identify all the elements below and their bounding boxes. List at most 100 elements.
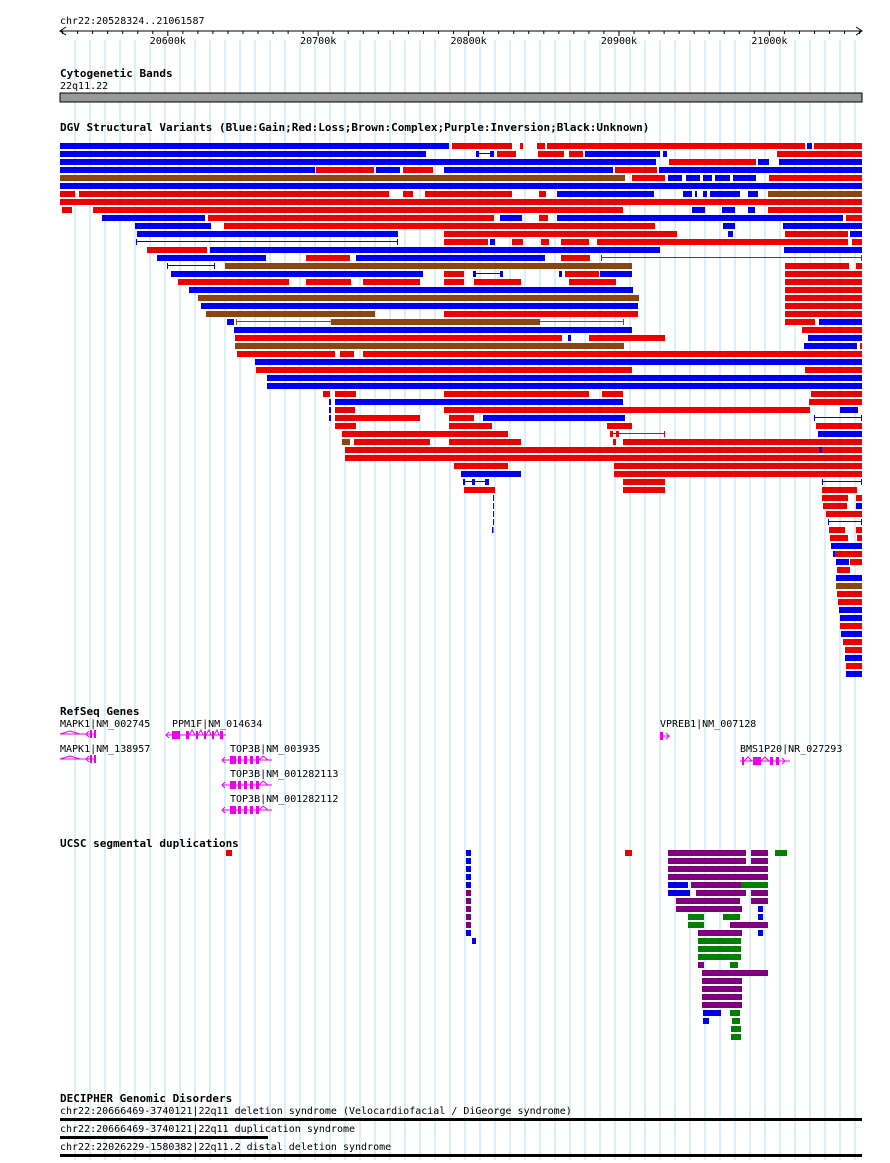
dgv-variant-bar[interactable] [692, 207, 705, 213]
dgv-variant-bar[interactable] [597, 239, 848, 245]
segdup-feature-bar[interactable] [466, 898, 471, 904]
dgv-variant-bar[interactable] [561, 239, 589, 245]
dgv-variant-bar[interactable] [60, 143, 449, 149]
dgv-variant-bar[interactable] [461, 471, 521, 477]
dgv-variant-bar[interactable] [135, 223, 211, 229]
gene-model-top3b-nm001282113[interactable] [221, 780, 272, 789]
dgv-variant-bar[interactable] [785, 311, 862, 317]
dgv-variant-bar[interactable] [826, 447, 856, 453]
dgv-variant-bar[interactable] [444, 311, 638, 317]
segdup-features[interactable] [226, 850, 787, 1040]
dgv-variant-bar[interactable] [857, 511, 862, 517]
dgv-variant-bar[interactable] [345, 447, 862, 453]
dgv-variant-tick[interactable] [861, 415, 862, 421]
dgv-variant-bar[interactable] [340, 351, 354, 357]
dgv-variant-tick[interactable] [664, 431, 665, 437]
dgv-variant-bar[interactable] [585, 151, 660, 157]
dgv-features[interactable] [60, 143, 862, 677]
dgv-variant-bar[interactable] [452, 143, 512, 149]
segdup-feature-bar[interactable] [730, 962, 738, 968]
dgv-variant-bar[interactable] [857, 535, 862, 541]
dgv-variant-bar[interactable] [331, 319, 540, 325]
segdup-feature-bar[interactable] [702, 1002, 742, 1008]
dgv-variant-bar[interactable] [557, 191, 654, 197]
dgv-variant-bar[interactable] [836, 575, 862, 581]
dgv-variant-bar[interactable] [611, 431, 613, 437]
dgv-variant-bar[interactable] [403, 167, 433, 173]
dgv-variant-bar[interactable] [225, 263, 632, 269]
gene-label-top3b-nm003935[interactable]: TOP3B|NM_003935 [230, 744, 320, 755]
dgv-variant-bar[interactable] [733, 175, 756, 181]
dgv-variant-bar[interactable] [777, 151, 862, 157]
dgv-variant-tick[interactable] [136, 239, 137, 245]
dgv-variant-bar[interactable] [335, 399, 623, 405]
dgv-variant-bar[interactable] [335, 423, 356, 429]
dgv-variant-bar[interactable] [841, 631, 862, 637]
segdup-feature-bar[interactable] [696, 890, 746, 896]
dgv-variant-bar[interactable] [363, 351, 862, 357]
decipher-track[interactable]: DECIPHER Genomic Disorders chr22:2066646… [60, 1092, 862, 1157]
dgv-variant-bar[interactable] [703, 191, 707, 197]
dgv-variant-tick[interactable] [236, 319, 237, 325]
segdup-feature-bar[interactable] [466, 930, 471, 936]
dgv-variant-bar[interactable] [668, 175, 682, 181]
dgv-variant-bar[interactable] [329, 399, 331, 405]
dgv-variant-tick[interactable] [397, 239, 398, 245]
segdup-feature-bar[interactable] [731, 1026, 741, 1032]
dgv-variant-bar[interactable] [856, 503, 862, 509]
dgv-variant-bar[interactable] [768, 191, 862, 197]
dgv-variant-bar[interactable] [819, 447, 822, 453]
dgv-variant-bar[interactable] [171, 271, 423, 277]
segdup-feature-bar[interactable] [668, 850, 746, 856]
gene-model-top3b-nm003935[interactable] [221, 755, 272, 764]
dgv-variant-bar[interactable] [856, 527, 862, 533]
segdup-feature-bar[interactable] [466, 882, 471, 888]
dgv-variant-bar[interactable] [473, 271, 476, 277]
dgv-variant-bar[interactable] [557, 215, 843, 221]
decipher-feature-bar[interactable] [60, 1136, 268, 1139]
dgv-variant-bar[interactable] [493, 511, 494, 517]
dgv-variant-bar[interactable] [342, 439, 350, 445]
dgv-variant-bar[interactable] [60, 183, 862, 189]
segdup-feature-bar[interactable] [775, 850, 787, 856]
segdup-feature-bar[interactable] [730, 922, 768, 928]
dgv-variant-bar[interactable] [616, 431, 619, 437]
dgv-variant-bar[interactable] [335, 391, 356, 397]
dgv-variant-tick[interactable] [814, 415, 815, 421]
dgv-variant-bar[interactable] [342, 431, 508, 437]
gene-model-mapk1-nm138957[interactable] [59, 755, 96, 763]
segdup-feature-bar[interactable] [472, 938, 476, 944]
dgv-variant-bar[interactable] [60, 167, 315, 173]
dgv-variant-bar[interactable] [500, 271, 503, 277]
segdup-feature-bar[interactable] [702, 994, 742, 1000]
dgv-variant-bar[interactable] [785, 271, 862, 277]
dgv-variant-bar[interactable] [836, 583, 862, 589]
dgv-variant-bar[interactable] [306, 279, 351, 285]
dgv-variant-bar[interactable] [235, 335, 562, 341]
refseq-track[interactable]: RefSeq Genes MAPK1|NM_002745 PPM1F|NM_01… [59, 705, 842, 814]
dgv-variant-bar[interactable] [329, 407, 331, 413]
dgv-variant-bar[interactable] [354, 439, 430, 445]
segdup-feature-bar[interactable] [466, 874, 471, 880]
segdup-feature-bar[interactable] [688, 914, 704, 920]
dgv-variant-bar[interactable] [356, 255, 545, 261]
decipher-item-label[interactable]: chr22:22026229-1580382|22q11.2 distal de… [60, 1142, 391, 1153]
cytoband-track[interactable]: Cytogenetic Bands 22q11.22 [59, 67, 863, 103]
dgv-variant-bar[interactable] [614, 463, 862, 469]
segdup-feature-bar[interactable] [698, 938, 741, 944]
segdup-feature-bar[interactable] [466, 890, 471, 896]
dgv-variant-bar[interactable] [267, 375, 862, 381]
dgv-variant-bar[interactable] [811, 391, 862, 397]
segdup-feature-bar[interactable] [668, 882, 688, 888]
dgv-variant-bar[interactable] [444, 239, 488, 245]
dgv-variant-bar[interactable] [541, 239, 549, 245]
dgv-variant-bar[interactable] [267, 383, 862, 389]
dgv-variant-bar[interactable] [178, 279, 289, 285]
dgv-variant-bar[interactable] [822, 495, 848, 501]
segdup-feature-bar[interactable] [741, 882, 768, 888]
dgv-variant-bar[interactable] [846, 215, 862, 221]
dgv-variant-bar[interactable] [769, 175, 862, 181]
dgv-variant-bar[interactable] [492, 527, 494, 533]
dgv-variant-bar[interactable] [403, 191, 413, 197]
dgv-variant-bar[interactable] [833, 551, 835, 557]
